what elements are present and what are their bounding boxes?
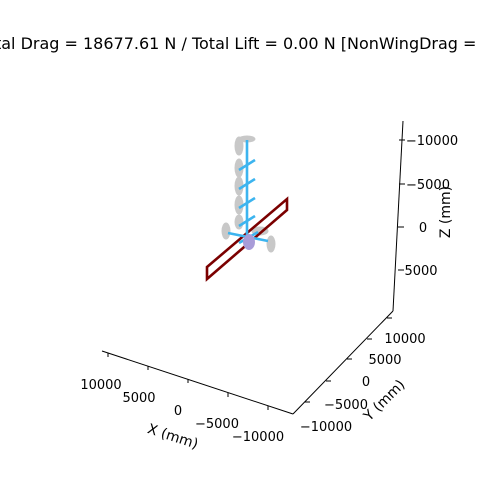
y-tick-label: 0 — [362, 375, 370, 390]
hub-marker — [243, 234, 255, 250]
x-tick-label: 0 — [174, 404, 182, 419]
z-tick-label: 0 — [419, 221, 427, 236]
chart-title: Total Drag = 18677.61 N / Total Lift = 0… — [0, 34, 480, 53]
y-tick-label: −10000 — [300, 420, 352, 435]
z-axis-label: Z (mm) — [438, 186, 454, 238]
rotor-disc — [222, 223, 230, 239]
x-tick-label: 5000 — [122, 391, 155, 406]
y-tick-label: −5000 — [324, 398, 368, 413]
x-tick-label: 10000 — [80, 378, 121, 393]
z-tick-label: 5000 — [404, 264, 437, 279]
y-tick-label: 10000 — [384, 332, 425, 347]
x-tick-label: −10000 — [232, 430, 284, 445]
rotor-disc — [235, 215, 243, 229]
y-tick-label: 5000 — [368, 353, 401, 368]
z-tick-label: −10000 — [406, 134, 458, 149]
hub — [243, 234, 255, 250]
rotor-disc — [267, 236, 275, 252]
